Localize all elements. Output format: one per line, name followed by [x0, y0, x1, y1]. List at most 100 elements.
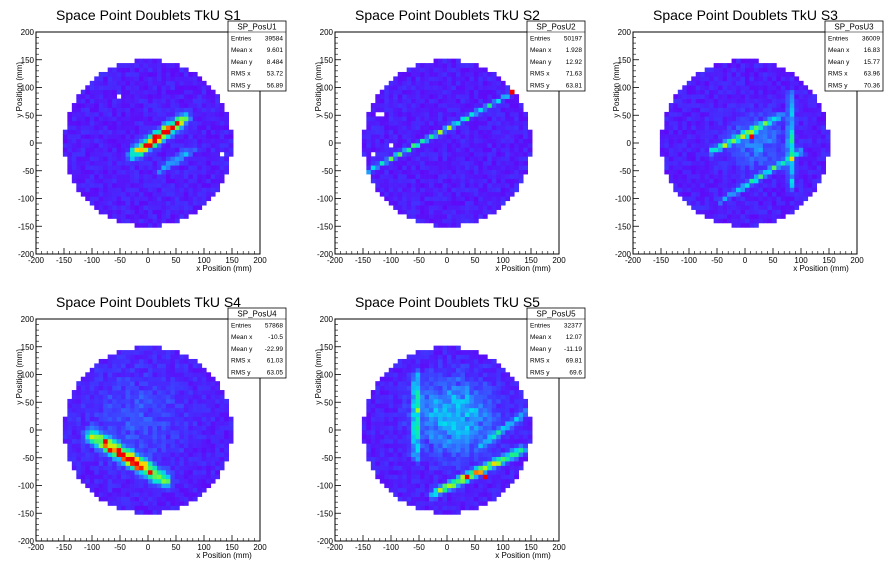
heatmap-cell	[704, 76, 710, 82]
heatmap-cell	[112, 98, 117, 104]
heatmap-cell	[433, 143, 439, 148]
heatmap-cell	[798, 147, 804, 153]
heatmap-cell	[85, 182, 91, 188]
heatmap-cell	[402, 103, 408, 108]
heatmap-cell	[125, 412, 131, 418]
heatmap-cell	[438, 89, 443, 95]
heatmap-cell	[673, 151, 679, 157]
heatmap-cell	[116, 129, 122, 135]
heatmap-cell	[673, 165, 679, 170]
heatmap-cell	[487, 89, 493, 95]
heatmap-cell	[179, 438, 185, 444]
heatmap-cell	[170, 461, 176, 466]
heatmap-cell	[107, 385, 113, 391]
heatmap-cell	[201, 107, 207, 113]
heatmap-cell	[148, 120, 153, 126]
heatmap-cell	[686, 156, 692, 162]
heatmap-cell	[749, 120, 755, 126]
heatmap-cell	[718, 98, 723, 104]
heatmap-cell	[197, 425, 203, 431]
heatmap-cell	[482, 98, 488, 104]
heatmap-cell	[174, 501, 180, 506]
heatmap-cell	[130, 80, 135, 86]
heatmap-cell	[134, 474, 140, 480]
heatmap-cell	[753, 218, 759, 224]
heatmap-cell	[192, 165, 198, 170]
heatmap-cell	[130, 367, 135, 373]
heatmap-cell	[89, 403, 95, 409]
heatmap-cell	[121, 191, 126, 197]
heatmap-cell	[429, 107, 434, 113]
heatmap-cell	[89, 407, 95, 413]
heatmap-cell	[121, 178, 126, 184]
x-tick-label: -50	[114, 256, 126, 265]
heatmap-cell	[156, 200, 162, 206]
heatmap-cell	[130, 407, 135, 413]
heatmap-cell	[139, 407, 144, 413]
heatmap-cell	[527, 134, 533, 139]
heatmap-cell	[179, 116, 185, 122]
heatmap-cell	[139, 416, 144, 422]
heatmap-cell	[112, 358, 117, 364]
heatmap-cell	[420, 103, 425, 108]
heatmap-cell	[188, 182, 194, 188]
heatmap-cell	[731, 85, 737, 91]
heatmap-cell	[103, 452, 109, 457]
heatmap-cell	[727, 125, 732, 131]
heatmap-cell	[98, 376, 104, 382]
heatmap-cell	[130, 178, 135, 184]
heatmap-cell	[753, 107, 759, 113]
heatmap-cell	[447, 85, 452, 91]
heatmap-cell	[156, 129, 162, 135]
heatmap-cell	[473, 169, 479, 175]
heatmap-cell	[62, 147, 68, 153]
heatmap-cell	[505, 169, 511, 175]
heatmap-cell	[67, 452, 73, 457]
y-tick-label: 50	[25, 111, 34, 120]
heatmap-cell	[704, 98, 710, 104]
heatmap-cell	[152, 367, 158, 373]
heatmap-cell	[393, 178, 399, 184]
heatmap-cell	[384, 169, 390, 175]
heatmap-cell	[197, 416, 203, 422]
heatmap-cell	[121, 116, 126, 122]
heatmap-cell	[148, 205, 153, 210]
heatmap-cell	[740, 120, 746, 126]
heatmap-cell	[482, 138, 488, 144]
heatmap-cell	[107, 156, 113, 162]
heatmap-cell	[807, 178, 813, 184]
heatmap-cell	[803, 89, 809, 95]
heatmap-cell	[460, 103, 466, 108]
heatmap-cell	[201, 390, 207, 395]
heatmap-cell	[130, 63, 135, 68]
heatmap-cell	[460, 111, 466, 117]
heatmap-cell	[121, 372, 126, 378]
heatmap-cell	[174, 443, 180, 449]
heatmap-cell	[361, 134, 367, 139]
heatmap-cell	[424, 196, 430, 202]
heatmap-cell	[496, 143, 502, 148]
heatmap-panel-2: -200 -150 -100 -50 0 50 100 150 200-200-150-100-…	[314, 7, 586, 273]
heatmap-cell	[397, 209, 403, 215]
heatmap-cell	[80, 452, 86, 457]
heatmap-cell	[487, 169, 493, 175]
heatmap-cell	[700, 151, 706, 157]
heatmap-cell	[94, 187, 100, 193]
stats-label: Mean x	[828, 47, 850, 54]
heatmap-cell	[179, 111, 185, 117]
heatmap-cell	[112, 443, 117, 449]
heatmap-cell	[691, 134, 697, 139]
heatmap-cell	[731, 209, 737, 215]
heatmap-cell	[659, 138, 665, 144]
heatmap-cell	[62, 438, 68, 444]
heatmap-cell	[749, 218, 755, 224]
heatmap-cell	[384, 103, 390, 108]
heatmap-cell	[143, 381, 149, 386]
heatmap-cell	[116, 116, 122, 122]
heatmap-cell	[727, 89, 732, 95]
heatmap-cell	[139, 187, 144, 193]
heatmap-cell	[188, 434, 194, 440]
heatmap-cell	[753, 174, 759, 179]
heatmap-cell	[148, 200, 153, 206]
heatmap-cell	[94, 160, 100, 166]
